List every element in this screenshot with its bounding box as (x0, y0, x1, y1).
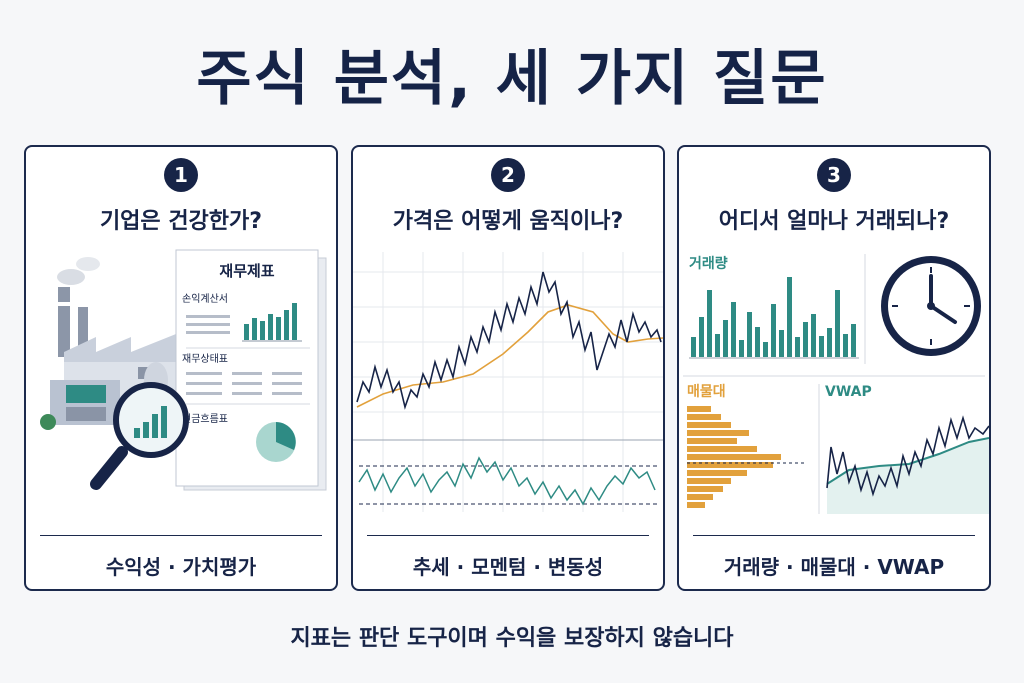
price-chart (353, 252, 663, 512)
step-badge: 2 (491, 158, 525, 192)
price-line (356, 271, 662, 410)
doc-title: 재무제표 (219, 262, 274, 280)
divider (693, 535, 975, 536)
panel-volume-location: 3 어디서 얼마나 거래되나? 거래량 매물대 VWAP 거래량 (677, 145, 991, 591)
divider (367, 535, 649, 536)
volume-profile-label: 매물대 (687, 384, 726, 400)
panel-question: 기업은 건강한가? (99, 209, 263, 234)
step-badge: 3 (817, 158, 851, 192)
oscillator-line (358, 456, 656, 506)
divider (40, 535, 322, 536)
panel-question: 가격은 어떻게 움직이나? (392, 209, 624, 234)
volume-label: 거래량 (689, 256, 728, 272)
volume-illustration: 거래량 매물대 VWAP (683, 254, 989, 514)
vwap-line (826, 437, 989, 485)
vwap-label: VWAP (825, 384, 872, 400)
volume-profile-bars (687, 406, 781, 508)
panel-footer: 수익성 · 가치평가 (105, 555, 257, 579)
volume-bars (691, 277, 856, 357)
doc-section-income: 손익계산서 (182, 293, 228, 305)
panel-price-movement: 2 가격은 어떻게 움직이나? 추세 · 모멘텀 · 변동성 (351, 145, 665, 591)
doc-section-cashflow: 현금흐름표 (182, 413, 228, 425)
panel-company-health: 1 기업은 건강한가? 재무제표 손익계산서 (24, 145, 338, 591)
financial-statement-illustration: 재무제표 손익계산서 재무상태표 현금흐름표 (40, 249, 327, 491)
moving-average-line (356, 304, 663, 408)
step-badge: 1 (164, 158, 198, 192)
page-title: 주식 분석, 세 가지 질문 (196, 44, 828, 114)
financial-document: 재무제표 손익계산서 재무상태표 현금흐름표 (175, 249, 327, 491)
clock-icon (881, 256, 981, 356)
doc-section-balance: 재무상태표 (182, 353, 228, 365)
panel-footer: 거래량 · 매물대 · VWAP (723, 555, 945, 579)
vwap-price-line (826, 415, 989, 497)
disclaimer: 지표는 판단 도구이며 수익을 보장하지 않습니다 (290, 626, 734, 651)
panel-question: 어디서 얼마나 거래되나? (718, 209, 950, 234)
panel-footer: 추세 · 모멘텀 · 변동성 (412, 555, 604, 579)
magnifier-icon (90, 382, 189, 490)
